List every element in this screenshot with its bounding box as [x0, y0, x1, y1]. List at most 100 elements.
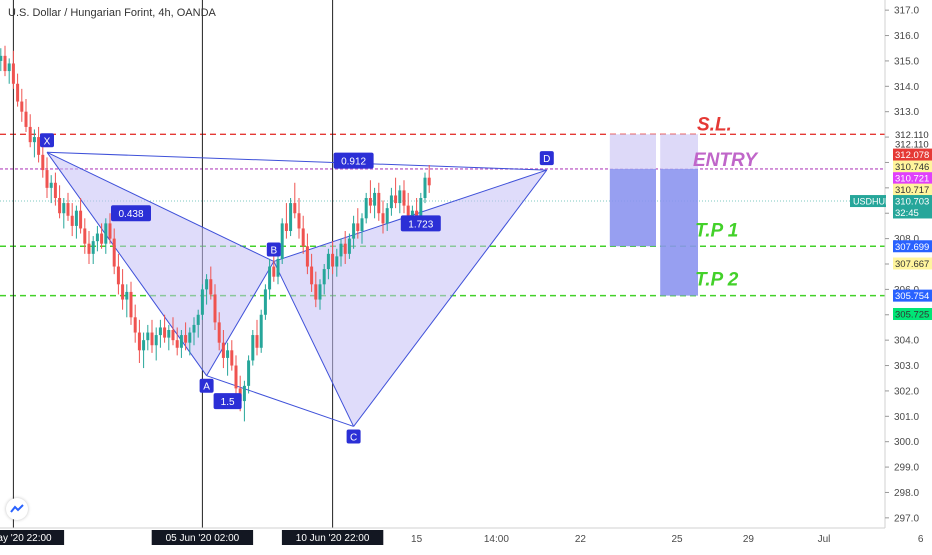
pattern-diagonal[interactable]: [206, 375, 354, 427]
candle-down[interactable]: [343, 243, 347, 254]
candle-down[interactable]: [272, 266, 276, 277]
candle-down[interactable]: [284, 223, 288, 231]
candle-down[interactable]: [79, 210, 83, 229]
candle-up[interactable]: [389, 195, 393, 209]
candle-down[interactable]: [415, 210, 419, 216]
price-tag[interactable]: 312.110: [893, 137, 932, 151]
candle-up[interactable]: [373, 192, 377, 206]
candle-up[interactable]: [247, 360, 251, 386]
candle-down[interactable]: [3, 55, 7, 72]
pattern-ratio[interactable]: 0.912: [333, 152, 374, 169]
candle-down[interactable]: [87, 243, 91, 254]
candle-down[interactable]: [41, 154, 45, 171]
candle-up[interactable]: [49, 182, 53, 188]
candle-down[interactable]: [356, 223, 360, 231]
candle-up[interactable]: [364, 198, 368, 219]
candle-up[interactable]: [276, 258, 280, 277]
price-tag[interactable]: 307.667: [893, 257, 932, 270]
candle-up[interactable]: [326, 253, 330, 270]
candle-up[interactable]: [196, 314, 200, 325]
time-tag[interactable]: 05 Jun '20 02:00: [151, 530, 254, 545]
candle-up[interactable]: [167, 330, 171, 338]
pattern-leg[interactable]: [206, 261, 275, 376]
time-axis-background[interactable]: [0, 528, 932, 550]
price-tag[interactable]: 305.725: [893, 308, 932, 321]
candle-up[interactable]: [158, 327, 162, 336]
price-tag[interactable]: 307.699: [893, 240, 932, 253]
risk-box[interactable]: [660, 134, 698, 169]
candle-up[interactable]: [154, 335, 158, 346]
pattern-point-c[interactable]: C: [346, 429, 361, 444]
price-tag[interactable]: 32:45: [893, 206, 932, 219]
candle-up[interactable]: [142, 340, 146, 351]
candle-down[interactable]: [297, 213, 301, 229]
candle-down[interactable]: [402, 190, 406, 206]
candle-down[interactable]: [217, 322, 221, 343]
reward-box[interactable]: [660, 168, 698, 296]
price-tag[interactable]: 312.078: [893, 148, 932, 162]
candle-down[interactable]: [116, 266, 120, 285]
candle-down[interactable]: [427, 177, 431, 186]
candle-down[interactable]: [209, 279, 213, 295]
candle-down[interactable]: [305, 246, 309, 267]
pattern-point-x[interactable]: X: [40, 133, 54, 148]
candle-down[interactable]: [20, 101, 24, 112]
candle-down[interactable]: [70, 215, 74, 226]
candle-down[interactable]: [377, 192, 381, 214]
candle-up[interactable]: [95, 233, 99, 242]
candle-up[interactable]: [339, 243, 343, 257]
candle-up[interactable]: [7, 63, 11, 72]
price-axis-background[interactable]: [885, 0, 932, 550]
candle-down[interactable]: [28, 126, 32, 143]
candle-up[interactable]: [423, 177, 427, 198]
candle-down[interactable]: [150, 332, 154, 346]
candle-down[interactable]: [310, 266, 314, 285]
candle-down[interactable]: [137, 332, 141, 351]
candle-down[interactable]: [24, 111, 28, 127]
candle-down[interactable]: [100, 233, 104, 244]
candle-down[interactable]: [45, 170, 49, 188]
candle-down[interactable]: [368, 198, 372, 206]
candle-up[interactable]: [104, 223, 108, 244]
candle-down[interactable]: [121, 284, 125, 300]
candle-up[interactable]: [318, 284, 322, 300]
candle-down[interactable]: [53, 182, 57, 198]
candle-up[interactable]: [125, 291, 129, 300]
candle-up[interactable]: [251, 335, 255, 361]
candle-up[interactable]: [0, 55, 3, 61]
candle-down[interactable]: [66, 203, 70, 216]
candle-up[interactable]: [179, 335, 183, 348]
candle-down[interactable]: [406, 205, 410, 221]
candle-down[interactable]: [221, 342, 225, 358]
candle-up[interactable]: [352, 223, 356, 239]
candle-up[interactable]: [280, 223, 284, 259]
risk-box[interactable]: [609, 134, 656, 169]
candle-down[interactable]: [293, 203, 297, 214]
candle-down[interactable]: [394, 195, 398, 204]
candle-down[interactable]: [234, 365, 238, 389]
candle-down[interactable]: [108, 223, 112, 239]
pattern-diagonal[interactable]: [46, 151, 275, 262]
candle-up[interactable]: [347, 238, 351, 254]
candle-up[interactable]: [32, 137, 36, 143]
candle-down[interactable]: [301, 228, 305, 247]
candle-down[interactable]: [230, 350, 234, 366]
candle-up[interactable]: [74, 210, 78, 226]
candle-down[interactable]: [175, 340, 179, 348]
candle-up[interactable]: [335, 256, 339, 267]
pattern-point-b[interactable]: B: [266, 242, 281, 257]
candle-up[interactable]: [398, 190, 402, 204]
time-tag[interactable]: 28 May '20 22:00: [0, 530, 65, 545]
candle-up[interactable]: [226, 350, 230, 358]
candle-up[interactable]: [62, 203, 66, 214]
candle-up[interactable]: [259, 314, 263, 348]
candle-down[interactable]: [184, 335, 188, 343]
pattern-diagonal[interactable]: [46, 151, 547, 171]
price-tag[interactable]: 310.746: [893, 160, 932, 174]
candle-up[interactable]: [289, 203, 293, 231]
time-tag[interactable]: 10 Jun '20 22:00: [281, 530, 384, 545]
candle-up[interactable]: [205, 279, 209, 290]
candle-down[interactable]: [133, 317, 137, 333]
candle-down[interactable]: [331, 253, 335, 267]
